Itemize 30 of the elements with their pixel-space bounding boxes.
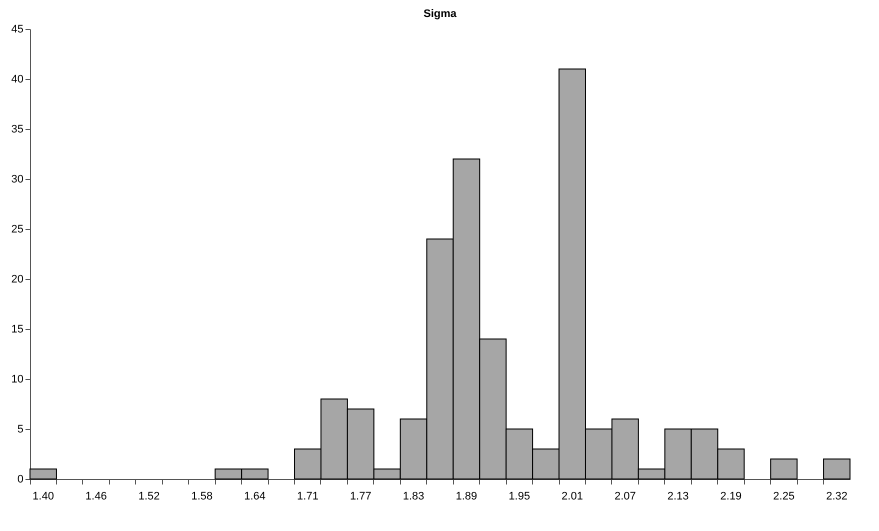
x-tick-label: 1.64 <box>244 490 266 502</box>
chart-title: Sigma <box>423 8 458 20</box>
y-tick-label: 0 <box>17 474 24 486</box>
bar <box>823 458 850 480</box>
y-tick-label: 30 <box>11 174 24 186</box>
x-tick-label: 1.89 <box>456 490 478 502</box>
bar <box>30 468 57 480</box>
bar <box>770 458 798 480</box>
y-tick-label: 35 <box>11 124 24 136</box>
x-tick-label: 2.19 <box>720 490 742 502</box>
x-tick-label: 1.83 <box>402 490 424 502</box>
y-tick-label: 40 <box>11 74 24 86</box>
x-tick-label: 2.01 <box>562 490 583 502</box>
x-tick-label: 1.77 <box>350 490 372 502</box>
y-tick-label: 25 <box>11 224 24 236</box>
y-tick-label: 15 <box>11 324 24 336</box>
x-tick-label: 1.71 <box>297 490 318 502</box>
x-tick-label: 2.25 <box>773 490 795 502</box>
y-tick-label: 45 <box>11 24 24 36</box>
x-tick-label: 1.95 <box>508 490 530 502</box>
y-tick-label: 20 <box>11 274 24 286</box>
x-tick-label: 1.40 <box>32 490 54 502</box>
y-tick-label: 10 <box>11 374 24 386</box>
x-tick-label: 2.13 <box>667 490 689 502</box>
y-tick-label: 5 <box>17 424 24 436</box>
x-tick-label: 2.32 <box>826 490 848 502</box>
x-tick-label: 1.58 <box>191 490 213 502</box>
x-tick-label: 2.07 <box>614 490 636 502</box>
x-tick-label: 1.46 <box>85 490 107 502</box>
x-tick-label: 1.52 <box>138 490 160 502</box>
